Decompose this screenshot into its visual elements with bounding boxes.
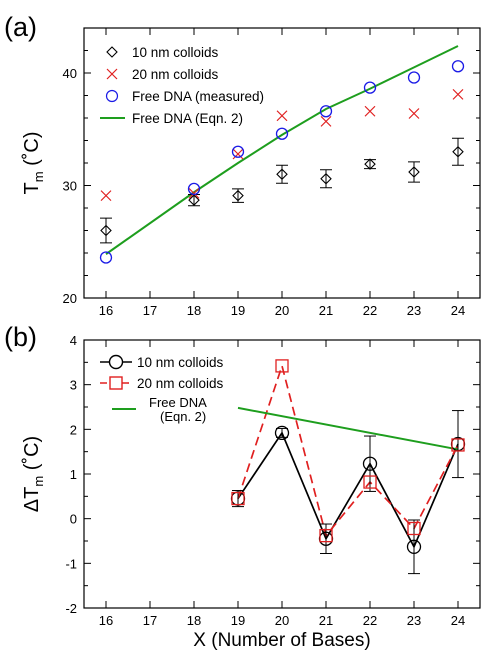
data-point-1-2 [319,528,333,543]
data-point-1-1 [275,359,289,373]
series-line-1 [237,362,459,538]
legend-a-label-free-dna-measured: Free DNA (measured) [132,89,264,104]
data-point-2-1 [187,182,201,196]
data-point-1-4 [407,521,421,536]
data-point-0-1 [188,194,200,206]
legend-a-marker-20nm [106,68,118,80]
legend-b-label-free-dna-line2: (Eqn. 2) [160,409,206,424]
y-tick-label: 4 [70,333,77,348]
panel-a-legend: 10 nm colloids 20 nm colloids Free DNA (… [100,45,264,126]
legend-b-label-free-dna-line1: Free DNA [149,395,207,410]
data-point-1-1 [188,187,200,199]
panel-b-legend: 10 nm colloids 20 nm colloids Free DNA (… [100,354,224,424]
x-tick-label: 20 [275,303,289,318]
data-point-1-2 [232,148,244,160]
panel-b-plot-area [230,359,466,575]
panel-b-y-axis: -2 -1 0 1 2 3 4 [65,333,480,616]
legend-a-marker-free-dna-measured [105,89,119,103]
panel-b-x-axis-label: X (Number of Bases) [193,630,370,651]
legend-b-marker-20nm [100,376,132,390]
panel-a-plot-area [99,45,465,264]
data-point-1-5 [451,438,465,452]
panel-a-x-axis: 16 17 18 19 20 21 22 23 24 [99,28,465,318]
data-point-2-2 [231,145,245,158]
y-tick-label: 1 [70,467,77,482]
legend-b-marker-10nm [100,354,132,370]
data-point-2-7 [451,60,465,73]
data-point-0-6 [408,166,420,178]
data-point-1-0 [231,491,245,506]
x-tick-label: 16 [99,303,113,318]
series-line-0 [237,431,459,549]
panel-a-label: (a) [4,12,37,42]
x-tick-label: 19 [231,613,245,628]
legend-a-label-20nm: 20 nm colloids [132,67,219,82]
x-tick-label: 23 [407,613,421,628]
x-tick-label: 22 [363,613,377,628]
x-tick-label: 21 [319,303,333,318]
legend-a-label-free-dna-eqn: Free DNA (Eqn. 2) [132,111,243,126]
x-tick-label: 19 [231,303,245,318]
legend-b-label-10nm: 10 nm colloids [137,355,224,370]
panel-b-y-axis-label: ΔTm (˚C) [21,436,46,512]
x-tick-label: 17 [143,303,157,318]
data-point-0-7 [452,145,464,158]
data-point-1-3 [363,475,377,489]
legend-a-marker-10nm [106,46,118,58]
data-point-1-3 [276,110,288,122]
y-tick-label: -2 [65,601,77,616]
data-point-2-4 [319,105,333,118]
data-point-0-3 [362,456,378,471]
data-point-0-4 [320,172,332,185]
series-line-3 [105,45,459,255]
y-tick-label: 0 [70,512,77,527]
data-point-1-7 [452,88,464,100]
data-point-0-3 [276,168,288,181]
y-tick-label: 20 [63,291,77,306]
data-point-1-5 [364,105,376,117]
y-tick-label: 3 [70,378,77,393]
y-tick-label: -1 [65,556,77,571]
x-tick-label: 16 [99,613,113,628]
panel-a-y-axis-label: Tm (˚C) [21,131,46,194]
panel-a-y-axis: 20 30 40 [63,27,480,306]
data-point-2-5 [363,81,377,94]
x-tick-label: 18 [187,303,201,318]
data-point-2-0 [99,251,113,264]
data-point-0-2 [232,189,244,202]
data-point-1-0 [100,190,112,202]
panel-a: (a) 16 17 18 19 20 21 22 23 24 20 30 40 Tm (˚C) 10… [4,12,481,318]
legend-a-label-10nm: 10 nm colloids [132,45,219,60]
x-tick-label: 21 [319,613,333,628]
x-tick-label: 22 [363,303,377,318]
x-tick-label: 24 [451,303,465,318]
data-point-0-1 [274,425,290,441]
data-point-1-6 [408,108,420,119]
y-tick-label: 30 [63,179,77,194]
panel-b-label: (b) [4,322,37,352]
y-tick-label: 40 [63,66,77,81]
panel-b-x-axis: 16 17 18 19 20 21 22 23 24 [99,340,465,628]
data-point-0-5 [364,158,376,170]
x-tick-label: 20 [275,613,289,628]
y-tick-label: 2 [70,422,77,437]
data-point-1-4 [320,115,332,127]
legend-b-label-20nm: 20 nm colloids [137,376,224,391]
data-point-2-3 [275,127,289,140]
x-tick-label: 23 [407,303,421,318]
x-tick-label: 17 [143,613,157,628]
data-point-0-4 [406,539,422,554]
data-point-0-0 [100,224,112,237]
x-tick-label: 18 [187,613,201,628]
data-point-2-6 [407,71,421,84]
x-tick-label: 24 [451,613,465,628]
series-line-2 [237,406,459,451]
